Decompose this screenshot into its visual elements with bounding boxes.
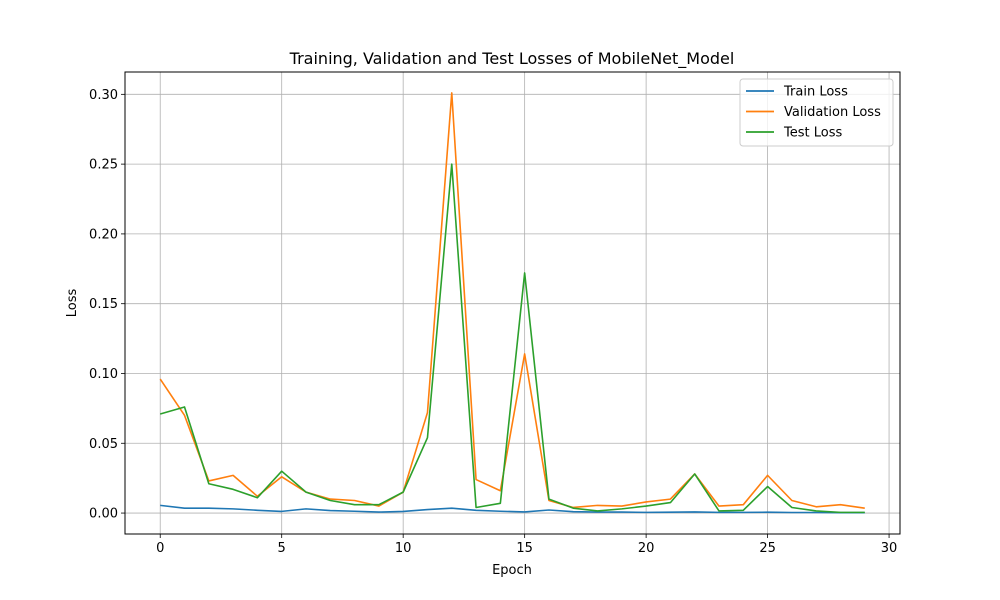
y-tick-label: 0.00	[89, 507, 118, 522]
y-tick-label: 0.30	[89, 88, 118, 103]
x-tick-label: 15	[516, 541, 533, 556]
ticks-layer: 0 5 10 15 20 25 30 0.00 0.05 0.10 0.15 0.20 0.25 0.30	[89, 88, 897, 556]
x-tick-label: 0	[156, 541, 164, 556]
grid-layer	[125, 72, 900, 534]
chart-title: Training, Validation and Test Losses of …	[289, 49, 735, 69]
y-tick-label: 0.10	[89, 367, 118, 382]
x-tick-label: 20	[638, 541, 655, 556]
legend-label-validation-loss: Validation Loss	[784, 105, 881, 120]
series-line-validation-loss	[159, 92, 865, 509]
x-tick-label: 5	[278, 541, 286, 556]
series-line-train-loss	[160, 504, 865, 514]
legend-label-test-loss: Test Loss	[783, 126, 842, 141]
plot-frame	[124, 71, 901, 535]
y-tick-label: 0.20	[89, 227, 118, 242]
series-layer	[159, 92, 865, 514]
series-line-test-loss	[160, 163, 865, 514]
x-axis-title: Epoch	[492, 563, 532, 578]
y-tick-label: 0.15	[89, 297, 118, 312]
y-axis-title: Loss	[65, 289, 80, 318]
legend-box	[739, 78, 894, 147]
legend: Train Loss Validation Loss Test Loss	[739, 78, 894, 147]
legend-label-train-loss: Train Loss	[783, 85, 848, 100]
x-tick-label: 30	[881, 541, 898, 556]
y-tick-label: 0.05	[89, 437, 118, 452]
y-tick-label: 0.25	[89, 158, 118, 173]
x-tick-label: 25	[759, 541, 776, 556]
x-tick-label: 10	[395, 541, 412, 556]
